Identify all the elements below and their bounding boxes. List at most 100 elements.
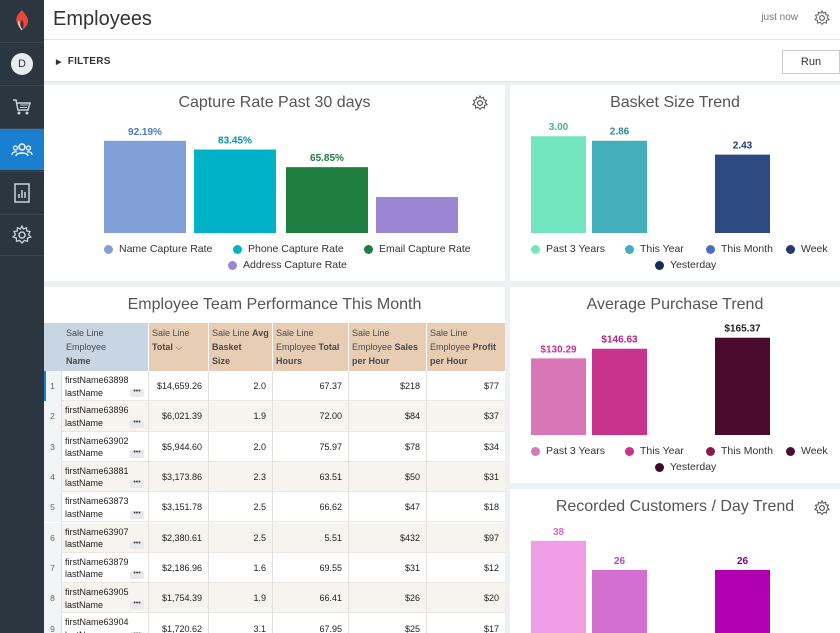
table-row[interactable] [44,583,505,614]
gear-icon[interactable] [472,95,488,111]
cell-divider [272,431,273,462]
header-text: Profit [472,342,497,352]
column-header[interactable]: Sale Line Employee Name [66,326,146,368]
chart-bar[interactable] [715,154,770,233]
employee-name-cell[interactable]: firstName63902 lastName [65,435,145,460]
sales-per-hour-cell: $218 [399,381,420,392]
sidebar-item-sales[interactable] [0,85,44,127]
employee-name-cell[interactable]: firstName63879 lastName [65,556,145,581]
filters-toggle[interactable]: ▶ FILTERS [56,56,111,67]
more-options-icon[interactable]: ••• [130,570,144,580]
employee-first-name: firstName63881 [65,465,129,476]
capture-rate-chart: 92.19% 83.45% 65.85% [104,127,458,233]
employee-name-cell[interactable]: firstName63896 lastName [65,404,145,429]
legend-label: Email Capture Rate [379,243,471,255]
column-header[interactable]: Sale Line Employee Total Hours [276,326,346,368]
profit-per-hour-cell: $34 [483,441,499,452]
employee-name-cell[interactable]: firstName63905 lastName [65,586,145,611]
header-text: Sale Line Employee [66,328,107,352]
more-options-icon[interactable]: ••• [130,540,144,549]
table-row[interactable] [44,461,505,493]
more-options-icon[interactable]: ••• [130,419,144,428]
gear-icon[interactable] [814,10,830,26]
more-options-icon[interactable]: ••• [130,631,144,633]
chart-bar[interactable] [715,337,770,435]
cell-divider [208,401,209,432]
avatar[interactable]: D [11,52,33,75]
employee-name-cell[interactable]: firstName63907 lastName [65,526,145,551]
cell-divider [148,431,149,462]
employee-name-cell[interactable]: firstName63881 lastName [65,465,145,490]
profit-per-hour-cell: $20 [483,593,499,604]
settings-icon [12,225,32,244]
chart-bar[interactable] [715,569,770,633]
data-label: 2.86 [610,127,630,138]
row-number: 7 [44,552,62,584]
chart-bar[interactable] [592,569,647,633]
more-options-icon[interactable]: ••• [130,388,144,398]
total-cell: $3,151.78 [161,502,202,513]
employee-name-cell[interactable]: firstName63904lastName [65,616,145,633]
employee-name-cell[interactable]: firstName63898 lastName [65,374,145,399]
legend-label: Yesterday [670,259,717,271]
profit-per-hour-cell: $37 [483,411,499,422]
cell-divider [148,401,149,432]
cell-divider [426,522,427,553]
chart-bar[interactable] [194,149,276,233]
more-options-icon[interactable]: ••• [130,479,144,489]
chart-bar[interactable] [531,358,586,435]
cell-divider [348,552,349,584]
hours-cell: 67.37 [319,381,342,392]
table-row[interactable] [44,492,505,523]
table-row[interactable] [44,522,505,553]
cell-divider [426,461,427,493]
profit-per-hour-cell: $97 [483,532,499,543]
table-row[interactable] [44,613,505,633]
profit-per-hour-cell: $77 [483,381,499,392]
chart-bar[interactable] [104,140,186,233]
header-text: Total [152,342,173,352]
hours-cell: 5.51 [324,532,342,543]
column-header[interactable]: Sale Line Employee Sales per Hour [352,326,424,368]
profit-per-hour-cell: $31 [483,472,499,483]
employee-last-name: lastName [65,417,104,428]
logo-icon[interactable] [0,0,44,40]
row-number: 1 [44,371,62,402]
sidebar-item-reports[interactable] [0,171,44,213]
employee-last-name: lastName [65,448,104,459]
chart-bar[interactable] [592,348,647,435]
avatar-item[interactable]: D [0,42,44,84]
table-row[interactable] [44,371,505,402]
table-row[interactable] [44,431,505,462]
chart-bar[interactable] [592,140,647,233]
more-options-icon[interactable]: ••• [130,449,144,458]
employee-name-cell[interactable]: firstName63873 lastName [65,495,145,520]
legend-dot [531,244,540,254]
header-text: Hours [276,356,303,366]
sales-per-hour-cell: $47 [404,502,420,513]
legend-item: This Month [706,243,773,255]
table-row[interactable] [44,552,505,584]
run-button[interactable]: Run [782,50,840,74]
sidebar-item-settings[interactable] [0,214,44,256]
more-options-icon[interactable]: ••• [130,600,144,610]
legend-label: This Month [721,445,773,457]
caret-right-icon: ▶ [56,59,62,66]
sidebar-item-employees[interactable] [0,128,44,170]
employee-first-name: firstName63879 [65,556,129,567]
chart-bar[interactable] [531,540,586,633]
column-header[interactable]: Sale Line Total ⌵ [152,326,206,354]
legend-item: Past 3 Years [531,243,605,255]
data-label: 92.19% [128,127,162,138]
profit-per-hour-cell: $18 [483,502,499,513]
chart-bar[interactable] [376,197,458,233]
gear-icon[interactable] [814,500,830,516]
chart-bar[interactable] [531,136,586,233]
more-options-icon[interactable]: ••• [130,510,144,519]
chart-bar[interactable] [286,167,368,233]
cell-divider [148,522,149,553]
column-header[interactable]: Sale Line Employee Profit per Hour [430,326,503,368]
table-row[interactable] [44,401,505,432]
data-label: 38 [553,527,565,538]
column-header[interactable]: Sale Line Avg Basket Size [212,326,270,368]
